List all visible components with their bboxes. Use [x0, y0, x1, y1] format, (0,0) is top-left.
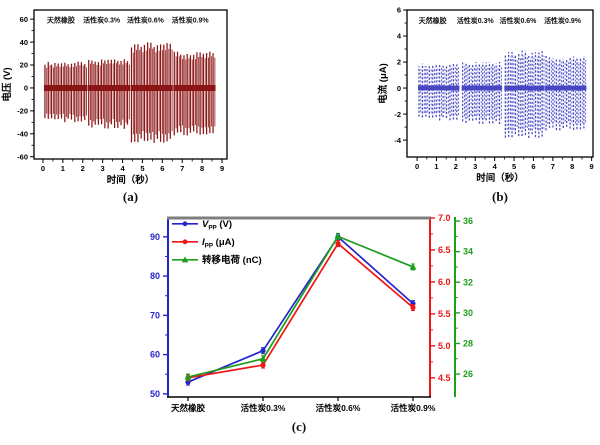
svg-text:-4: -4: [394, 136, 401, 145]
svg-text:0: 0: [415, 162, 419, 171]
svg-text:天然橡胶: 天然橡胶: [171, 403, 206, 413]
svg-text:5: 5: [140, 164, 144, 173]
svg-text:活性炭0.6%: 活性炭0.6%: [316, 403, 361, 413]
panel-c-caption: (c): [291, 419, 307, 434]
panel-a-caption: (a): [122, 189, 139, 204]
svg-text:活性炭0.6%: 活性炭0.6%: [499, 16, 537, 25]
svg-text:-60: -60: [17, 152, 28, 161]
svg-text:60: 60: [150, 350, 160, 360]
panel-b-caption: (b): [492, 189, 508, 204]
panel-a: -60 -40 -20 0 20 40 60 0 1 2 3 4 5 6 7 8 9 时间（秒） 电压 (V) 天然橡…: [0, 0, 300, 210]
svg-text:活性炭0.9%: 活性炭0.9%: [391, 403, 436, 413]
svg-text:40: 40: [20, 38, 28, 47]
svg-text:4: 4: [493, 162, 498, 171]
svg-text:活性炭0.3%: 活性炭0.3%: [83, 16, 121, 25]
panel-b: -4 -2 0 2 4 6 0 1 2 3 4 5 6 7 8 9 时间（秒） 电流 (μA) 天然橡胶 活性炭0.3…: [300, 0, 600, 210]
svg-text:80: 80: [150, 271, 160, 281]
svg-text:9: 9: [590, 162, 594, 171]
svg-text:-20: -20: [17, 107, 28, 116]
panel-c: 50 60 70 80 90 4.5 5.0 5.5 6.0 6.5 7.0 26 28 30 32 34 36…: [130, 205, 490, 445]
voltage-time-spike-chart: -60 -40 -20 0 20 40 60 0 1 2 3 4 5 6 7 8 9 时间（秒） 电压 (V) 天然橡…: [1, 9, 228, 186]
svg-text:90: 90: [150, 232, 160, 242]
svg-text:6: 6: [397, 6, 401, 15]
svg-text:5.0: 5.0: [438, 341, 451, 351]
svg-text:2: 2: [81, 164, 85, 173]
svg-text:6.5: 6.5: [438, 245, 451, 255]
svg-text:36: 36: [463, 216, 473, 226]
svg-text:-40: -40: [17, 129, 28, 138]
svg-text:4.5: 4.5: [438, 373, 451, 383]
svg-text:60: 60: [20, 15, 28, 24]
svg-text:3: 3: [473, 162, 477, 171]
svg-text:电压 (V): 电压 (V): [1, 67, 13, 101]
svg-text:9: 9: [220, 164, 224, 173]
svg-text:活性炭0.6%: 活性炭0.6%: [127, 16, 165, 25]
svg-text:2: 2: [397, 58, 401, 67]
svg-text:天然橡胶: 天然橡胶: [47, 16, 75, 25]
svg-text:8: 8: [570, 162, 574, 171]
svg-text:8: 8: [200, 164, 204, 173]
summary-line-chart: 50 60 70 80 90 4.5 5.0 5.5 6.0 6.5 7.0 26 28 30 32 34 36…: [150, 213, 473, 413]
svg-text:0: 0: [41, 164, 45, 173]
svg-text:4: 4: [120, 164, 125, 173]
svg-text:电流 (μA): 电流 (μA): [377, 63, 389, 104]
svg-text:26: 26: [463, 369, 473, 379]
svg-text:1: 1: [434, 162, 438, 171]
svg-text:时间（秒）: 时间（秒）: [476, 172, 524, 184]
svg-text:6: 6: [160, 164, 164, 173]
svg-text:5.5: 5.5: [438, 309, 451, 319]
svg-text:50: 50: [150, 389, 160, 399]
svg-text:IPP (μA): IPP (μA): [202, 237, 235, 250]
svg-text:32: 32: [463, 277, 473, 287]
svg-text:6: 6: [531, 162, 535, 171]
svg-text:时间（秒）: 时间（秒）: [107, 174, 155, 186]
svg-text:70: 70: [150, 310, 160, 320]
svg-text:34: 34: [463, 247, 473, 257]
svg-text:-2: -2: [394, 110, 401, 119]
svg-text:转移电荷 (nC): 转移电荷 (nC): [202, 254, 262, 266]
svg-text:3: 3: [101, 164, 105, 173]
svg-text:5: 5: [512, 162, 516, 171]
svg-text:天然橡胶: 天然橡胶: [419, 16, 447, 25]
current-time-spike-chart: -4 -2 0 2 4 6 0 1 2 3 4 5 6 7 8 9 时间（秒） 电流 (μA) 天然橡胶 活性炭0.3…: [377, 6, 594, 184]
svg-text:活性炭0.3%: 活性炭0.3%: [241, 403, 286, 413]
svg-text:30: 30: [463, 308, 473, 318]
svg-text:0: 0: [397, 84, 401, 93]
svg-text:0: 0: [24, 84, 28, 93]
svg-text:6.0: 6.0: [438, 277, 451, 287]
svg-text:7.0: 7.0: [438, 213, 451, 223]
svg-text:VPP (V): VPP (V): [202, 219, 232, 232]
svg-text:7: 7: [551, 162, 555, 171]
svg-text:2: 2: [454, 162, 458, 171]
svg-text:28: 28: [463, 338, 473, 348]
svg-text:活性炭0.9%: 活性炭0.9%: [172, 16, 210, 25]
svg-text:20: 20: [20, 61, 28, 70]
svg-text:1: 1: [61, 164, 65, 173]
svg-text:活性炭0.9%: 活性炭0.9%: [544, 16, 582, 25]
svg-text:7: 7: [180, 164, 184, 173]
svg-text:4: 4: [397, 32, 402, 41]
svg-text:活性炭0.3%: 活性炭0.3%: [457, 16, 495, 25]
